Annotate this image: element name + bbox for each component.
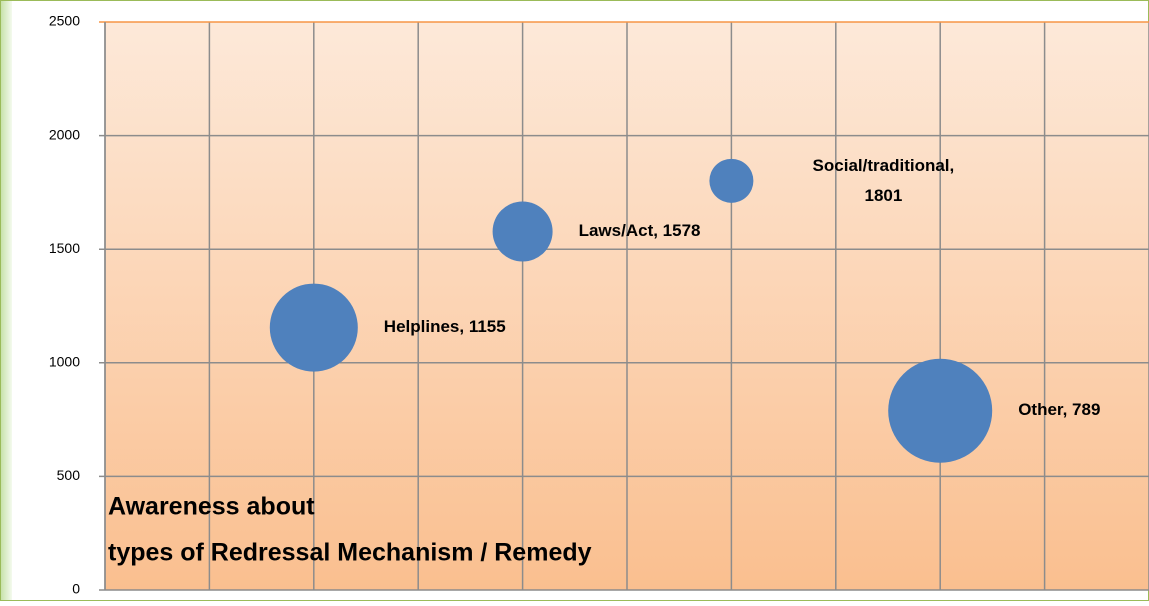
data-label: Social/traditional, 1801 (813, 156, 955, 205)
y-tick-label: 0 (72, 581, 80, 597)
y-tick-label: 500 (57, 467, 81, 483)
y-tick-label: 2500 (49, 13, 80, 29)
data-label: Helplines, 1155 (384, 317, 506, 336)
bubble (492, 201, 553, 262)
chart-title: types of Redressal Mechanism / Remedy (108, 539, 592, 567)
y-tick-label: 2000 (49, 126, 80, 142)
y-tick-label: 1500 (49, 240, 80, 256)
data-label: Laws/Act, 1578 (579, 221, 701, 240)
side-border (0, 0, 12, 601)
data-label: Other, 789 (1018, 400, 1100, 419)
bubble (269, 283, 358, 372)
chart-title: Awareness about (108, 493, 315, 521)
bubble (888, 358, 993, 463)
y-tick-label: 1000 (49, 354, 80, 370)
bubble (709, 158, 754, 203)
